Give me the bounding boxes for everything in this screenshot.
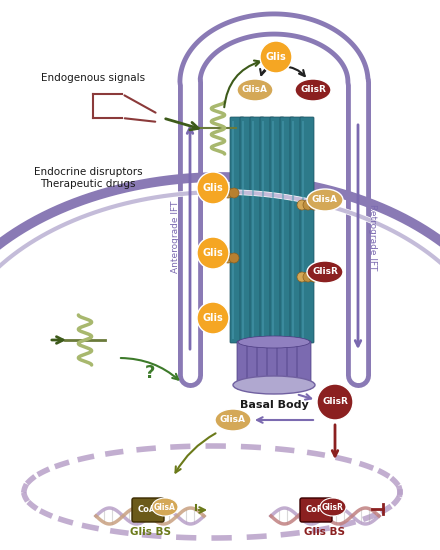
FancyBboxPatch shape [132,498,164,522]
Text: GlisA: GlisA [312,195,338,205]
Circle shape [223,253,233,263]
Ellipse shape [238,336,310,348]
Text: Endogenous signals: Endogenous signals [41,73,145,83]
Text: GlisA: GlisA [220,415,246,425]
FancyBboxPatch shape [260,117,274,343]
Circle shape [217,188,227,198]
FancyBboxPatch shape [300,117,314,343]
FancyBboxPatch shape [240,117,254,343]
Text: ?: ? [145,364,155,382]
FancyBboxPatch shape [300,498,332,522]
FancyBboxPatch shape [247,341,261,389]
Ellipse shape [215,409,251,431]
Circle shape [317,384,353,420]
Text: Anterograde IFT: Anterograde IFT [171,201,180,273]
Ellipse shape [237,79,273,101]
Circle shape [217,253,227,263]
FancyBboxPatch shape [280,117,294,343]
Text: Glis: Glis [266,52,286,62]
FancyBboxPatch shape [257,341,271,389]
Text: Retrograde IFT: Retrograde IFT [368,204,377,270]
Circle shape [197,302,229,334]
FancyBboxPatch shape [297,341,311,389]
Text: CoA: CoA [138,505,156,514]
Circle shape [309,272,319,282]
FancyBboxPatch shape [237,341,251,389]
Circle shape [197,237,229,269]
FancyBboxPatch shape [287,341,301,389]
Circle shape [260,41,292,73]
Circle shape [223,188,233,198]
Text: GlisA: GlisA [242,85,268,95]
Circle shape [297,200,307,210]
Text: CoR: CoR [306,505,324,514]
Circle shape [229,188,239,198]
Text: Glis BS: Glis BS [129,527,171,537]
Circle shape [197,172,229,204]
FancyBboxPatch shape [270,117,284,343]
Text: Basal Body: Basal Body [240,400,308,410]
FancyBboxPatch shape [277,341,291,389]
Ellipse shape [307,261,343,283]
Ellipse shape [152,498,178,516]
Text: Endocrine disruptors
Therapeutic drugs: Endocrine disruptors Therapeutic drugs [34,167,142,189]
FancyBboxPatch shape [290,117,304,343]
Text: GlisA: GlisA [154,503,176,512]
FancyBboxPatch shape [267,341,281,389]
Text: Glis: Glis [203,313,224,323]
Text: GlisR: GlisR [300,85,326,95]
Ellipse shape [295,79,331,101]
FancyBboxPatch shape [250,117,264,343]
Circle shape [303,272,313,282]
Ellipse shape [320,498,346,516]
Text: Glis: Glis [203,248,224,258]
Circle shape [297,272,307,282]
Circle shape [309,200,319,210]
Text: GlisR: GlisR [322,398,348,406]
Circle shape [229,253,239,263]
Text: GlisR: GlisR [322,503,344,512]
Ellipse shape [307,189,343,211]
Text: GlisR: GlisR [312,267,338,277]
Text: Glis: Glis [203,183,224,193]
Text: Glis BS: Glis BS [304,527,345,537]
Ellipse shape [233,376,315,394]
Circle shape [303,200,313,210]
FancyBboxPatch shape [230,117,244,343]
